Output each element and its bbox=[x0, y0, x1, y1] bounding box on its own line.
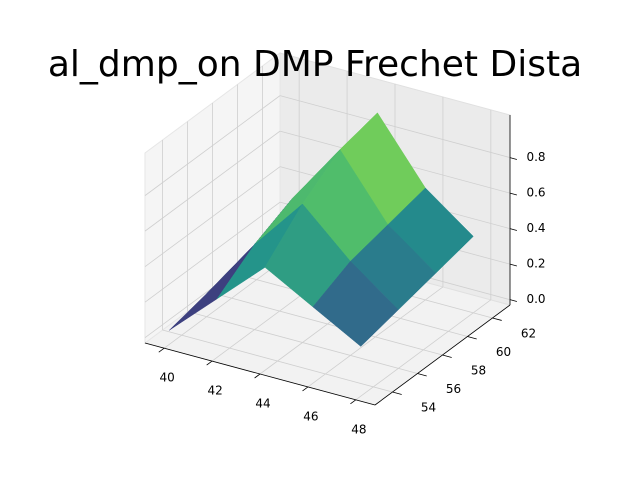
chart-title: al_dmp_on DMP Frechet Dista bbox=[48, 44, 582, 85]
tick-mark bbox=[254, 373, 261, 379]
z-tick-label: 0.6 bbox=[526, 186, 545, 200]
x-tick-label: 42 bbox=[207, 384, 222, 398]
y-tick-label: 54 bbox=[421, 401, 436, 415]
grid-line bbox=[144, 130, 281, 232]
x-tick-label: 46 bbox=[303, 409, 318, 423]
z-tick-label: 0.8 bbox=[526, 150, 545, 164]
tick-mark bbox=[509, 157, 518, 160]
z-tick-label: 0.2 bbox=[526, 257, 545, 271]
grid-line bbox=[144, 201, 281, 303]
grid-line bbox=[144, 95, 281, 196]
y-axis-line bbox=[374, 304, 511, 406]
z-tick-label: 0.0 bbox=[526, 292, 545, 306]
tick-mark bbox=[442, 354, 452, 358]
y-tick-label: 62 bbox=[521, 326, 536, 340]
tick-mark bbox=[509, 228, 518, 231]
x-tick-label: 44 bbox=[255, 397, 270, 411]
tick-mark bbox=[509, 263, 518, 267]
tick-mark bbox=[158, 347, 165, 353]
surface-patch bbox=[312, 260, 399, 347]
tick-mark bbox=[392, 391, 402, 395]
tick-mark bbox=[417, 373, 427, 377]
x-tick-label: 48 bbox=[351, 422, 366, 436]
y-tick-label: 58 bbox=[471, 364, 486, 378]
z-tick-label: 0.4 bbox=[526, 221, 545, 235]
x-tick-label: 40 bbox=[160, 371, 175, 385]
grid-line bbox=[144, 166, 281, 267]
tick-mark bbox=[467, 336, 477, 340]
tick-mark bbox=[509, 299, 518, 302]
grid-line bbox=[187, 311, 418, 374]
tick-mark bbox=[302, 386, 309, 392]
grid-line bbox=[212, 292, 443, 356]
y-tick-label: 56 bbox=[446, 382, 461, 396]
tick-mark bbox=[509, 192, 518, 196]
tick-mark bbox=[492, 317, 502, 321]
grid-line bbox=[279, 95, 511, 159]
tick-mark bbox=[350, 399, 357, 405]
tick-mark bbox=[206, 360, 213, 366]
y-tick-label: 60 bbox=[496, 345, 511, 359]
x-axis-line bbox=[144, 342, 376, 406]
grid-line bbox=[162, 329, 393, 393]
